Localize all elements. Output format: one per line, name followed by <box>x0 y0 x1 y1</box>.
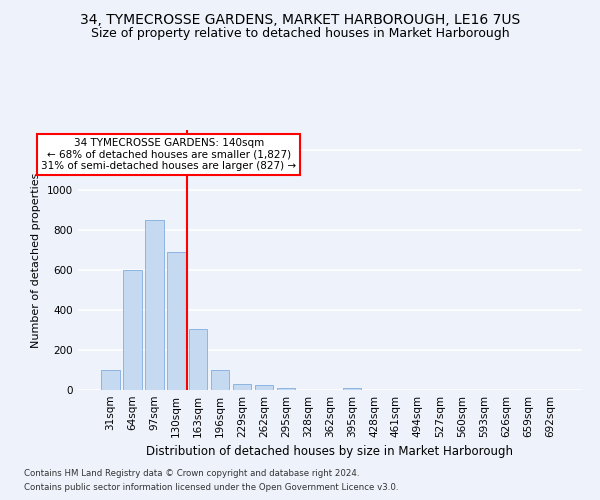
Bar <box>145 220 164 390</box>
Text: Size of property relative to detached houses in Market Harborough: Size of property relative to detached ho… <box>91 28 509 40</box>
X-axis label: Distribution of detached houses by size in Market Harborough: Distribution of detached houses by size … <box>146 446 514 458</box>
Text: Contains HM Land Registry data © Crown copyright and database right 2024.: Contains HM Land Registry data © Crown c… <box>24 468 359 477</box>
Bar <box>233 384 251 390</box>
Bar <box>343 388 361 390</box>
Y-axis label: Number of detached properties: Number of detached properties <box>31 172 41 348</box>
Text: 34 TYMECROSSE GARDENS: 140sqm
← 68% of detached houses are smaller (1,827)
31% o: 34 TYMECROSSE GARDENS: 140sqm ← 68% of d… <box>41 138 296 171</box>
Text: Contains public sector information licensed under the Open Government Licence v3: Contains public sector information licen… <box>24 484 398 492</box>
Bar <box>123 270 142 390</box>
Bar <box>277 388 295 390</box>
Text: 34, TYMECROSSE GARDENS, MARKET HARBOROUGH, LE16 7US: 34, TYMECROSSE GARDENS, MARKET HARBOROUG… <box>80 12 520 26</box>
Bar <box>211 370 229 390</box>
Bar <box>255 385 274 390</box>
Bar <box>189 329 208 390</box>
Bar <box>167 252 185 390</box>
Bar <box>101 370 119 390</box>
